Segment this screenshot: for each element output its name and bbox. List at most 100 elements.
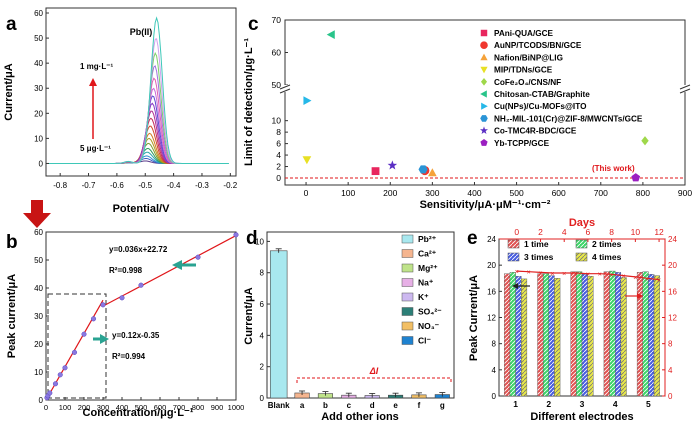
panel-a-ytick-label: 40 bbox=[34, 59, 43, 68]
panel-a-red-arrow-head bbox=[89, 78, 97, 86]
panel-c-legend-label: Nafion/BiNP@LIG bbox=[494, 53, 563, 62]
panel-b-point bbox=[52, 381, 59, 387]
panel-e-top-xtick-label: 10 bbox=[631, 227, 641, 237]
panel-d-legend-label: K⁺ bbox=[418, 292, 429, 302]
panel-d-legend-label: NO₃⁻ bbox=[418, 321, 440, 331]
panel-d-ytick-label: 2 bbox=[260, 363, 265, 372]
panel-e-right-ytick-label: 12 bbox=[668, 314, 677, 323]
panel-c-ytick-label: 6 bbox=[276, 139, 281, 149]
panel-e-black-arrow-head bbox=[512, 283, 518, 289]
panel-b-xtick-label: 1000 bbox=[228, 403, 245, 412]
panel-e-bar bbox=[570, 271, 577, 397]
panel-a-curve bbox=[48, 125, 229, 164]
panel-b-frame bbox=[45, 231, 237, 401]
panel-d-ytick-label: 4 bbox=[260, 331, 265, 340]
panel-e-bar bbox=[576, 271, 583, 397]
panel-b-ytick-label: 60 bbox=[34, 228, 43, 237]
panel-d-xtick-label: b bbox=[323, 401, 328, 410]
panel-b-point bbox=[57, 372, 63, 378]
panel-b-teal-arrow-2-head bbox=[100, 334, 109, 344]
panel-a-frame bbox=[45, 7, 237, 177]
panel-b-ylabel: Peak current/μA bbox=[6, 274, 18, 358]
panel-a-ytick-label: 20 bbox=[34, 109, 43, 118]
panel-e-bar bbox=[620, 277, 627, 397]
panel-c-point bbox=[303, 96, 312, 105]
panel-e-stability-marker: × bbox=[538, 270, 542, 277]
panel-a-ytick-label: 50 bbox=[34, 34, 43, 43]
panel-c-xtick-label: 500 bbox=[509, 188, 523, 198]
panel-d-legend-swatch bbox=[401, 278, 414, 287]
panel-b-xtick-label: 300 bbox=[97, 403, 110, 412]
panel-a-xtick-label: -0.4 bbox=[167, 181, 181, 190]
panel-e-stability-marker: × bbox=[633, 275, 637, 282]
panel-e-legend-label: 3 times bbox=[524, 252, 554, 262]
panel-b-ytick-label: 10 bbox=[34, 368, 43, 377]
panel-c-xtick-label: 800 bbox=[636, 188, 650, 198]
panel-c-points bbox=[302, 30, 649, 182]
panel-b-axes: 0 100 200 300 400 500 600 700 800 900 1000 0 10 20 30 4… bbox=[34, 228, 244, 412]
panel-d-xtick-label: e bbox=[393, 401, 398, 410]
panel-b-xtick-label: 0 bbox=[44, 403, 48, 412]
panel-b-point bbox=[100, 302, 106, 308]
panel-e-bar bbox=[515, 276, 522, 397]
panel-c-legend-label: Yb-TCPP/GCE bbox=[494, 139, 550, 148]
panel-c-xlabel: Sensitivity/μA·μM⁻¹·cm⁻² bbox=[420, 199, 551, 211]
panel-c-ytick-label: 50 bbox=[272, 80, 282, 90]
panel-c-legend-marker bbox=[480, 115, 488, 122]
panel-a-letter: a bbox=[6, 14, 17, 35]
panel-d-legend-label: Ca²⁺ bbox=[418, 249, 437, 259]
panel-a-xtick-label: -0.7 bbox=[82, 181, 96, 190]
panel-c-axis-break-mark-right bbox=[679, 84, 691, 94]
panel-a-xtick-label: -0.3 bbox=[195, 181, 209, 190]
panel-d-xtick-label: Blank bbox=[268, 401, 290, 410]
panel-b-point bbox=[233, 232, 239, 238]
panel-d-ytick-label: 0 bbox=[260, 394, 265, 403]
panel-e-stability-marker: × bbox=[645, 276, 649, 283]
panel-c-legend-label: CoFe₂O₄/CNS/NF bbox=[494, 78, 561, 87]
panel-e-xtick-label: 4 bbox=[613, 399, 618, 409]
panel-d-xtick-label: f bbox=[418, 401, 421, 410]
panel-d-bar bbox=[269, 250, 288, 399]
panel-a-curves bbox=[48, 16, 229, 164]
panel-b-xtick-label: 600 bbox=[154, 403, 167, 412]
panel-e-stability-marker: × bbox=[574, 271, 578, 278]
panel-e-legend-label: 4 times bbox=[592, 252, 622, 262]
panel-a-curve bbox=[48, 117, 229, 164]
panel-b-r2: R²=0.994 bbox=[112, 352, 146, 361]
panel-e-ytick-label: 16 bbox=[487, 287, 496, 296]
panel-b-xtick-label: 800 bbox=[192, 403, 205, 412]
panel-a-xtick-label: -0.2 bbox=[223, 181, 237, 190]
panel-e-bar bbox=[554, 278, 561, 397]
panel-b-ytick-label: 0 bbox=[39, 396, 44, 405]
panel-c-legend-label: NH₂-MIL-101(Cr)@ZIF-8/MWCNTs/GCE bbox=[494, 114, 643, 123]
panel-a-curve bbox=[48, 77, 229, 164]
panel-e-stability-marker: × bbox=[562, 271, 566, 278]
panel-e-bar bbox=[504, 273, 511, 397]
panel-d-legend-swatch bbox=[401, 321, 414, 331]
panel-e-stability-marker: × bbox=[657, 278, 661, 285]
panel-e-bar bbox=[603, 271, 610, 397]
panel-d-xtick-label: g bbox=[440, 401, 445, 410]
panel-c-legend-label: Co-TMC4R-BDC/GCE bbox=[494, 127, 577, 136]
panel-a-xtick-label: -0.6 bbox=[110, 181, 124, 190]
panel-d-xtick-label: c bbox=[347, 401, 352, 410]
panel-c-xtick-label: 900 bbox=[678, 188, 692, 198]
panel-e-bar bbox=[642, 271, 649, 397]
panel-e-ylabel: Peak Current/μA bbox=[468, 275, 480, 361]
panel-c-point bbox=[427, 168, 437, 177]
panel-e-top-label: Days bbox=[569, 217, 595, 229]
panel-a-peak-label: Pb(II) bbox=[130, 27, 153, 37]
panel-b-xtick-label: 500 bbox=[135, 403, 148, 412]
panel-b-xtick-label: 400 bbox=[116, 403, 129, 412]
panel-e-right-ytick-label: 8 bbox=[668, 340, 673, 349]
panel-c-point bbox=[631, 173, 641, 182]
panel-a-ytick-label: 0 bbox=[39, 159, 44, 168]
panel-c-xtick-label: 0 bbox=[304, 188, 309, 198]
panel-e-letter: e bbox=[467, 228, 478, 249]
panel-e-top-xtick-label: 12 bbox=[654, 227, 664, 237]
panel-c-point bbox=[371, 167, 380, 176]
panel-a: a -0.8 -0.7 -0.6 -0.5 -0.4 -0.3 -0.2 0 10 20 30 40 5… bbox=[3, 7, 238, 215]
panel-b-xtick-label: 200 bbox=[78, 403, 91, 412]
panel-d-letter: d bbox=[246, 228, 258, 249]
